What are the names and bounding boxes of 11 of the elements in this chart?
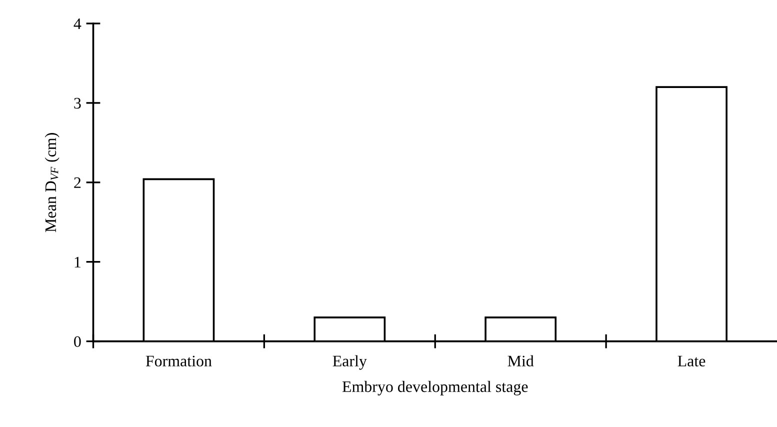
x-tick-label: Late xyxy=(678,356,706,366)
y-tick-label: 4 xyxy=(74,18,82,30)
x-tick-label: Mid xyxy=(508,355,534,366)
y-tick-label: 2 xyxy=(74,177,81,188)
x-tick-label: Early xyxy=(332,355,367,370)
x-tick-label: Formation xyxy=(146,356,212,366)
y-tick-label: 3 xyxy=(74,98,81,109)
y-tick-label: 1 xyxy=(74,256,80,268)
x-axis-title: Embryo developmental stage xyxy=(342,380,528,396)
y-axis-title: Mean D$_{VF}$ (cm) xyxy=(44,133,60,232)
y-tick-label: 0 xyxy=(74,336,81,347)
